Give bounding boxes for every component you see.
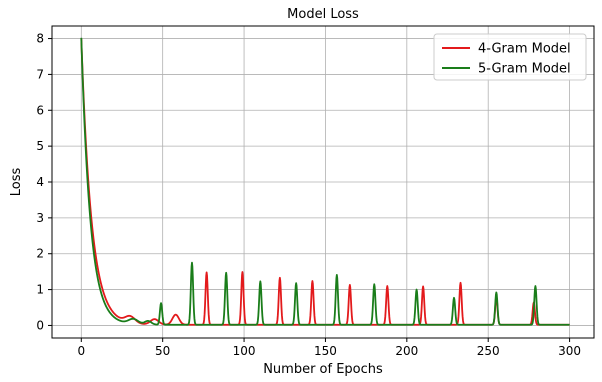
x-tick-label: 300 [558, 344, 581, 358]
x-tick-label: 0 [77, 344, 85, 358]
x-axis-label: Number of Epochs [263, 362, 383, 377]
axis-ticks: 0 50 100 150 200 250 300 0 1 2 3 4 5 6 7 8 [36, 32, 581, 358]
y-tick-label: 7 [36, 67, 44, 81]
chart-title: Model Loss [287, 7, 359, 22]
y-tick-label: 0 [36, 318, 44, 332]
x-tick-label: 150 [314, 344, 337, 358]
y-tick-label: 3 [36, 211, 44, 225]
y-tick-label: 5 [36, 139, 44, 153]
x-tick-label: 250 [477, 344, 500, 358]
legend-box [433, 33, 587, 81]
y-tick-label: 1 [36, 283, 44, 297]
series-line-2 [80, 37, 571, 326]
x-tick-label: 200 [395, 344, 418, 358]
y-axis-label: Loss [9, 168, 24, 197]
legend-entry: 5-Gram Model [478, 62, 571, 77]
legend-entry: 4-Gram Model [478, 42, 571, 57]
y-tick-label: 8 [36, 32, 44, 46]
series-layer [80, 37, 571, 326]
x-tick-label: 100 [233, 344, 256, 358]
x-tick-label: 50 [155, 344, 170, 358]
y-tick-label: 6 [36, 103, 44, 117]
y-tick-label: 4 [36, 175, 44, 189]
y-tick-label: 2 [36, 247, 44, 261]
legend: 4-Gram Model 5-Gram Model [433, 33, 587, 81]
